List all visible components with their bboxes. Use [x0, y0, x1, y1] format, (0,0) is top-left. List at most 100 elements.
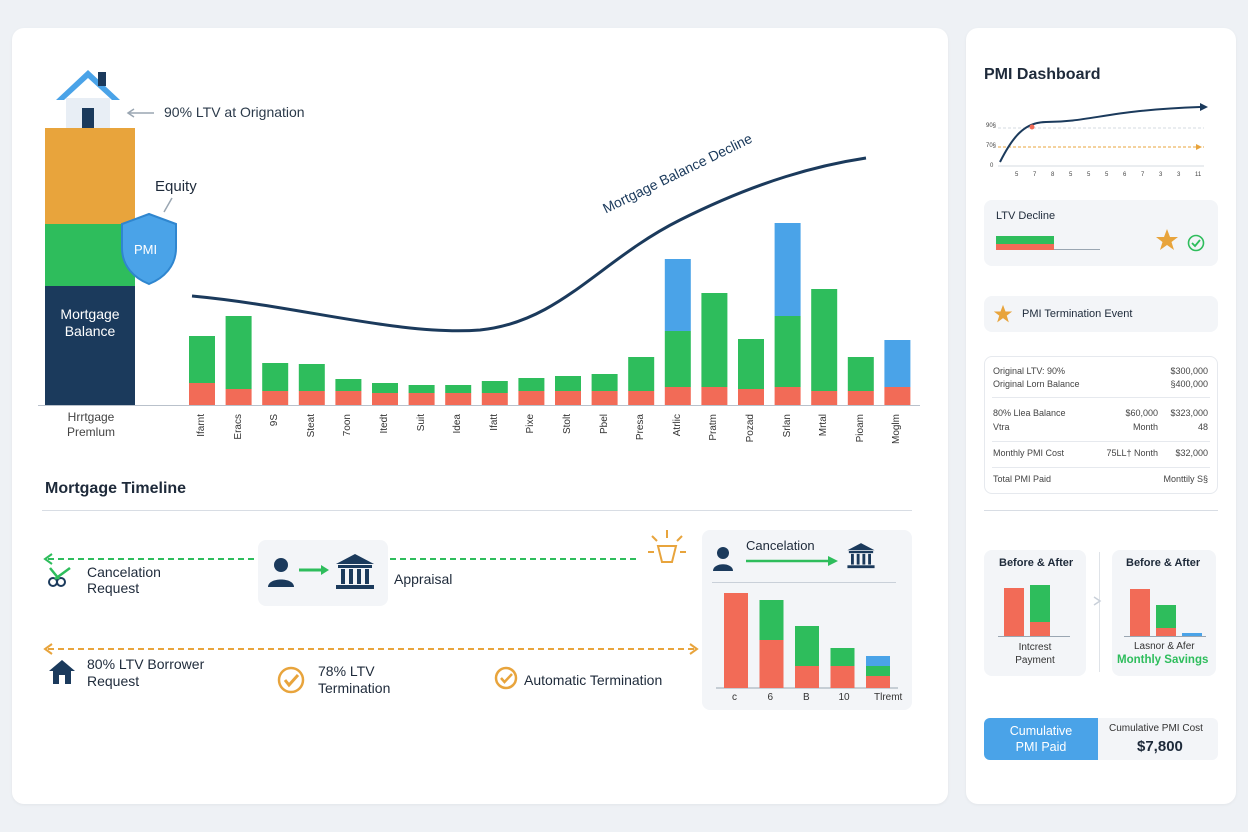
table-divider-2: [992, 441, 1210, 442]
cancelation-box-title: Cancelation: [746, 538, 815, 553]
bar-green-2: [262, 363, 289, 391]
borrower-request-label[interactable]: 80% LTV Borrower Request: [87, 656, 205, 689]
table-cell-left: 80% Llea Balance: [993, 408, 1066, 418]
cancel-request-label[interactable]: Cancelation Request: [87, 564, 161, 596]
mortgage-balance-block: [45, 286, 135, 406]
mini-bar-red-2: [795, 666, 819, 688]
bar-green-15: [738, 339, 764, 389]
bar-green-17: [811, 289, 838, 391]
mini-line-xtick: 6: [1123, 172, 1127, 178]
bank-icon-small: [847, 543, 875, 569]
mini-line-xtick: 7: [1141, 172, 1145, 178]
cumulative-pmi-button-label: Cumulative PMI Paid: [1009, 724, 1073, 754]
mini-bar-red-3: [830, 666, 855, 688]
table-divider-3: [992, 467, 1210, 468]
mini-line-xtick: 3: [1177, 172, 1181, 178]
bar-green-6: [408, 385, 435, 393]
ltv-bar-green: [996, 236, 1054, 244]
mini-x-tick-label: B: [803, 692, 810, 703]
mini-line-xtick: 11: [1195, 172, 1202, 178]
bar-green-18: [847, 357, 874, 391]
bar-green-7: [445, 385, 472, 393]
table-cell-left: Total PMI Paid: [993, 474, 1052, 484]
monthly-savings-label: Monthly Savings: [1117, 654, 1209, 666]
ltv-origination-label: 90% LTV at Orignation: [164, 104, 305, 120]
mini-x-tick-label: 10: [838, 692, 850, 703]
bar-red-18: [847, 391, 874, 405]
mini-line-ytick-0: 90§: [986, 123, 997, 129]
before-after-title-1: Before & After: [999, 557, 1074, 569]
table-cell-mid: 75LL† Nonth: [1106, 448, 1158, 458]
pmi-shield-label: PMI: [134, 242, 158, 257]
mini-line-xtick: 5: [1069, 172, 1073, 178]
ba1-bar-red: [1004, 588, 1024, 636]
ltv-decline-panel: [984, 200, 1218, 266]
timeline-divider: [42, 510, 912, 511]
termination-78-label[interactable]: 78% LTV Termination: [318, 663, 391, 696]
mini-line-xtick: 3: [1159, 172, 1163, 178]
bar-red-11: [591, 391, 618, 405]
home-icon: [49, 660, 75, 684]
table-cell-mid: $60,000: [1125, 408, 1158, 418]
bar-red-15: [738, 389, 764, 405]
bar-blue-16: [774, 223, 801, 316]
bar-red-5: [372, 393, 398, 405]
origination-arrow-icon: [126, 108, 154, 118]
table-cell-left: Original LTV: 90%: [993, 366, 1066, 376]
house-icon: [56, 70, 120, 130]
equity-label: Equity: [155, 178, 197, 195]
mini-bar-red-1: [759, 640, 784, 688]
auto-termination-label[interactable]: Automatic Termination: [524, 672, 663, 688]
mortgage-balance-label: Mortgage Balance: [60, 306, 120, 339]
mini-bar-green-3: [830, 648, 855, 666]
bar-green-10: [555, 376, 581, 391]
bar-green-3: [298, 364, 325, 391]
bar-green-0: [189, 336, 215, 383]
bar-green-9: [518, 378, 545, 391]
chart-baseline: [38, 405, 920, 406]
ltv-bar-red: [996, 244, 1054, 250]
bar-red-8: [481, 393, 508, 405]
bar-red-1: [225, 389, 252, 405]
bar-red-16: [774, 387, 801, 405]
cumulative-cost-label: Cumulative PMI Cost: [1109, 723, 1203, 734]
scissors-icon[interactable]: [48, 566, 74, 588]
bar-red-0: [189, 383, 215, 405]
ltv-decline-label: LTV Decline: [996, 210, 1056, 222]
check-circle-icon-green: [1187, 234, 1205, 252]
pmi-shield-icon: [121, 212, 177, 286]
table-cell-right: $323,000: [1170, 408, 1208, 418]
bar-red-2: [262, 391, 289, 405]
star-icon-small: [993, 304, 1013, 323]
bar-red-9: [518, 391, 545, 405]
mini-line-ytick-1: 70§: [986, 143, 997, 149]
bank-icon: [336, 554, 374, 589]
table-cell-right: $32,000: [1175, 448, 1208, 458]
mini-line-xtick: 7: [1033, 172, 1037, 178]
table-cell-mid: Month: [1132, 422, 1158, 432]
table-cell-right: $300,000: [1170, 366, 1208, 376]
bar-red-10: [555, 391, 581, 405]
bar-green-13: [664, 331, 691, 387]
equity-block: [45, 128, 135, 224]
cancelation-divider: [712, 582, 896, 583]
ba2-bar-green-red: [1156, 628, 1176, 636]
arrow-right-faint-icon: [1093, 596, 1102, 606]
mini-x-tick-label: 6: [767, 692, 774, 703]
ba1-baseline: [998, 636, 1070, 637]
ba2-bar-green: [1156, 605, 1176, 628]
ba2-bar-blue: [1182, 633, 1202, 636]
before-after-separator: [1099, 552, 1100, 672]
pmi-details-table: [984, 356, 1218, 494]
cumulative-cost-box: [1098, 718, 1218, 760]
sparkle-icon: [648, 530, 686, 563]
cumulative-pmi-button[interactable]: Cumulative PMI Paid: [984, 718, 1098, 760]
bar-red-7: [445, 393, 472, 405]
mini-x-tick-label: с: [732, 692, 737, 703]
ba1-bar-green-red: [1030, 622, 1050, 636]
mini-bar-green-2: [795, 626, 819, 666]
